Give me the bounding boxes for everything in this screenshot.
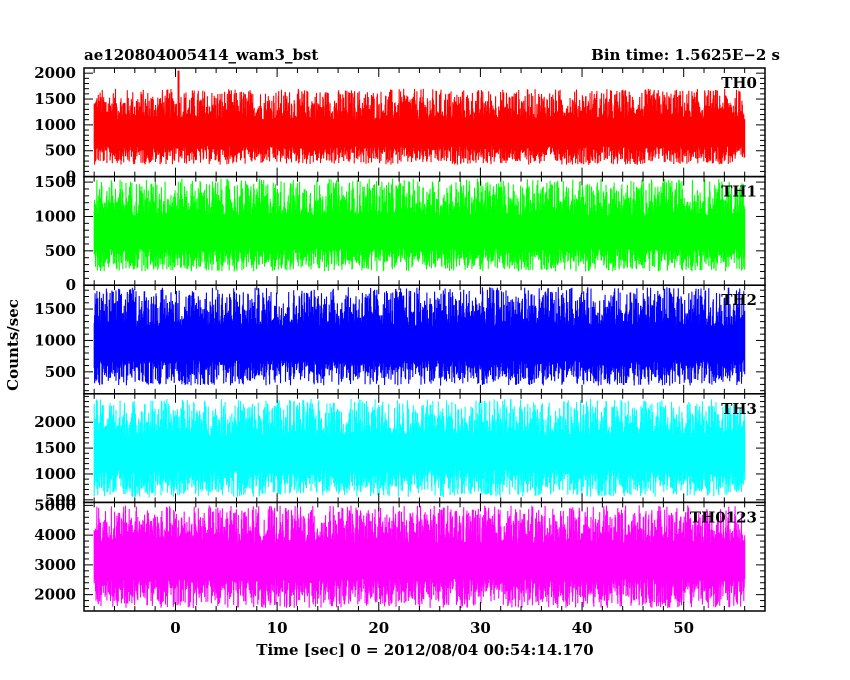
y-tick-label: 1500 [34, 300, 76, 318]
series-th1-trace [93, 178, 746, 272]
bin-time-label: Bin time: 1.5625E−2 s [591, 46, 780, 64]
y-tick-label: 500 [45, 142, 76, 160]
y-tick-label: 1500 [34, 173, 76, 191]
panel-label-th0: TH0 [721, 74, 757, 92]
chart-title: ae120804005414_wam3_bst [84, 46, 318, 64]
y-tick-label: 0 [66, 168, 76, 186]
series-th2-trace [93, 287, 746, 386]
y-tick-label: 2000 [34, 413, 76, 431]
x-axis-label: Time [sec] 0 = 2012/08/04 00:54:14.170 [256, 641, 593, 659]
x-tick-label: 40 [572, 619, 593, 637]
y-tick-label: 2000 [34, 586, 76, 604]
panel-frame-th0123 [83, 501, 766, 612]
y-tick-label: 3000 [34, 556, 76, 574]
y-tick-label: 2000 [34, 64, 76, 82]
x-tick-label: 0 [170, 619, 180, 637]
series-th0123-trace [93, 505, 746, 609]
y-tick-label: 1500 [34, 439, 76, 457]
y-axis-label: Counts/sec [4, 299, 22, 391]
x-tick-label: 10 [267, 619, 288, 637]
panel-label-th1: TH1 [721, 183, 757, 201]
y-tick-label: 0 [66, 276, 76, 294]
y-tick-label: 5000 [34, 496, 76, 514]
y-tick-label: 1000 [34, 116, 76, 134]
y-tick-label: 500 [45, 242, 76, 260]
panel-label-th0123: TH0123 [690, 508, 757, 526]
series-th3-trace [93, 398, 746, 498]
x-tick-label: 30 [470, 619, 491, 637]
y-tick-label: 1000 [34, 331, 76, 349]
y-tick-label: 1000 [34, 207, 76, 225]
x-tick-label: 50 [673, 619, 694, 637]
series-th0-trace [93, 88, 746, 165]
y-tick-label: 1000 [34, 465, 76, 483]
y-tick-label: 500 [45, 491, 76, 509]
panel-label-th2: TH2 [721, 291, 757, 309]
panel-label-th3: TH3 [721, 400, 757, 418]
y-tick-label: 500 [45, 363, 76, 381]
x-tick-label: 20 [368, 619, 389, 637]
y-tick-label: 1500 [34, 90, 76, 108]
y-tick-label: 4000 [34, 526, 76, 544]
